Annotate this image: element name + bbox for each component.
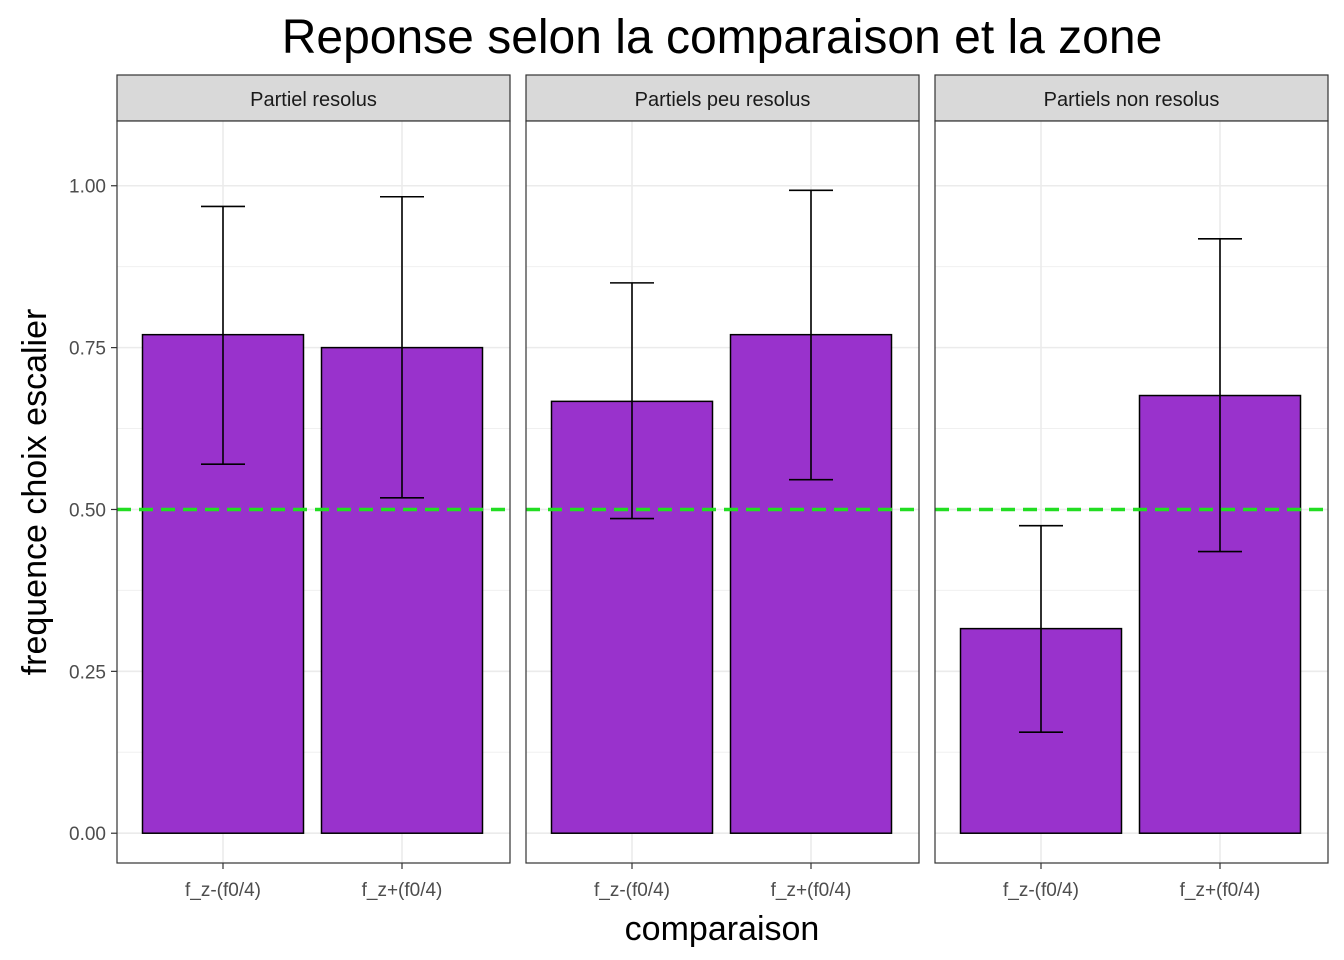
facet-strip-label: Partiel resolus — [250, 89, 377, 111]
error-bar — [1019, 524, 1063, 734]
facet-strip — [116, 74, 511, 122]
x-tick-label: f_z+(f0/4) — [1180, 880, 1261, 901]
x-tick-label: f_z-(f0/4) — [1003, 880, 1079, 901]
error-bar — [201, 205, 245, 465]
facet-panel: Partiel resolus f_z-(f0/4) f_z+(f0/4) — [116, 74, 511, 901]
x-tick-label: f_z+(f0/4) — [362, 880, 443, 901]
facet-strip-label: Partiels non resolus — [1044, 89, 1220, 111]
x-tick-label: f_z+(f0/4) — [771, 880, 852, 901]
y-axis: 0.00 0.25 0.50 0.75 1.00 — [69, 177, 117, 845]
error-bar — [1198, 238, 1242, 553]
x-tick-label: f_z-(f0/4) — [185, 880, 261, 901]
facet-strip-label: Partiels peu resolus — [635, 89, 811, 111]
y-tick-label: 0.25 — [69, 662, 106, 683]
y-tick-label: 0.00 — [69, 824, 106, 845]
x-axis-title: comparaison — [625, 910, 820, 948]
panel-border — [525, 120, 920, 864]
chart-title: Reponse selon la comparaison et la zone — [282, 11, 1163, 64]
error-bar — [380, 195, 424, 499]
x-tick-label: f_z-(f0/4) — [594, 880, 670, 901]
facet-strip — [525, 74, 920, 122]
facet-panel: Partiels non resolus f_z-(f0/4) f_z+(f0/4) — [934, 74, 1329, 901]
y-tick-label: 1.00 — [69, 177, 106, 198]
panel-border — [934, 120, 1329, 864]
panel-border — [116, 120, 511, 864]
facet-panel: Partiels peu resolus f_z-(f0/4) f_z+(f0/4) — [525, 74, 920, 901]
error-bar — [610, 282, 654, 520]
y-axis-title: frequence choix escalier — [16, 309, 54, 676]
error-bar — [789, 189, 833, 481]
y-tick-label: 0.75 — [69, 339, 106, 360]
y-tick-label: 0.50 — [69, 500, 106, 521]
